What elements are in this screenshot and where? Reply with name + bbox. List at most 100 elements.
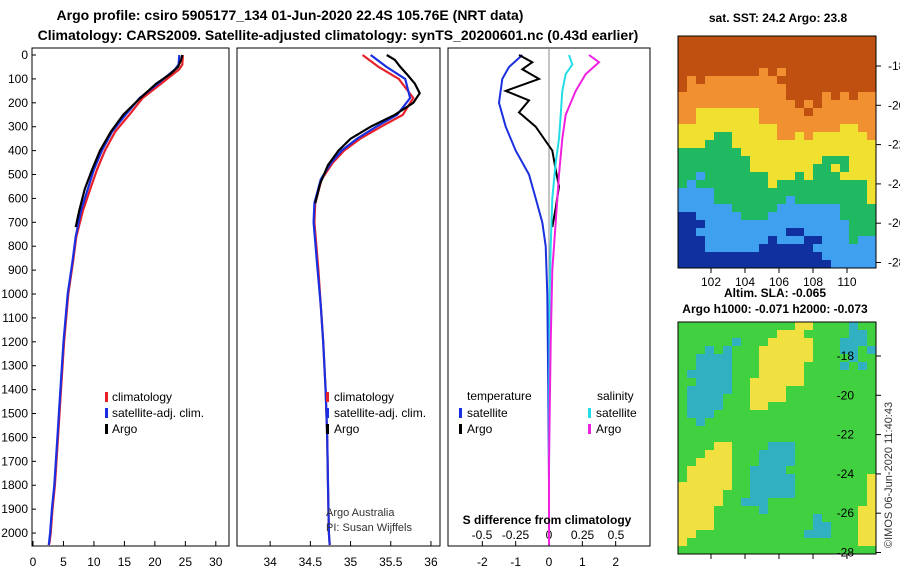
map-cell [831, 458, 841, 467]
map-cell [732, 402, 742, 411]
map-cell [831, 148, 841, 157]
map-cell [750, 474, 760, 483]
map-cell [741, 474, 751, 483]
map-cell [813, 546, 823, 555]
difference-legend: temperature satellite Argo salinity sate… [459, 389, 637, 527]
map-cell [750, 132, 760, 141]
map-cell [858, 92, 868, 101]
map-cell [723, 330, 733, 339]
map-cell [750, 362, 760, 371]
map-cell [804, 124, 814, 133]
map-cell [849, 354, 859, 363]
map-cell [786, 418, 796, 427]
map-cell [849, 530, 859, 539]
map-cell [723, 466, 733, 475]
map-cell [732, 410, 742, 419]
map-cell [777, 394, 787, 403]
map-cell [822, 148, 832, 157]
map-cell [840, 498, 850, 507]
map-cell [732, 490, 742, 499]
sst-map-frame [677, 35, 877, 269]
map-cell [696, 236, 706, 245]
map-cell [750, 322, 760, 331]
map-cell [813, 204, 823, 213]
map-cell [795, 530, 805, 539]
map-cell [723, 60, 733, 69]
map-cell [768, 506, 778, 515]
map-cell [768, 322, 778, 331]
map-cell [804, 76, 814, 85]
map-cell [768, 228, 778, 237]
map-cell [705, 124, 715, 133]
map-cell [678, 370, 688, 379]
map-cell [723, 410, 733, 419]
map-cell [759, 252, 769, 261]
map-cell [696, 252, 706, 261]
map-cell [813, 180, 823, 189]
map-cell [822, 394, 832, 403]
map-cell [750, 386, 760, 395]
map-cell [732, 116, 742, 125]
map-cell [858, 164, 868, 173]
map-cell [696, 354, 706, 363]
x-tick-label: 30 [209, 555, 223, 569]
map-cell [741, 378, 751, 387]
map-cell [732, 546, 742, 555]
map-cell [687, 474, 697, 483]
map-cell [696, 338, 706, 347]
map-cell [723, 148, 733, 157]
map-cell [849, 498, 859, 507]
map-cell [804, 490, 814, 499]
map-cell [678, 426, 688, 435]
y-tick-label: 1700 [1, 454, 28, 468]
map-cell [741, 196, 751, 205]
legend-swatch-temp-argo [459, 424, 462, 434]
map-cell [831, 346, 841, 355]
map-cell [705, 378, 715, 387]
map-cell [840, 434, 850, 443]
map-cell [858, 434, 868, 443]
map-cell [678, 204, 688, 213]
map-cell [687, 458, 697, 467]
map-cell [786, 402, 796, 411]
map-cell [768, 76, 778, 85]
map-cell [768, 450, 778, 459]
map-cell [813, 514, 823, 523]
map-cell [822, 546, 832, 555]
temperature-panel [31, 47, 230, 547]
map-cell [723, 362, 733, 371]
map-cell [840, 402, 850, 411]
map-cell [777, 44, 787, 53]
map-cell [768, 402, 778, 411]
map-cell [795, 482, 805, 491]
map-cell [795, 172, 805, 181]
map-cell [804, 212, 814, 221]
map-cell [831, 52, 841, 61]
map-cell [840, 76, 850, 85]
map-cell [741, 92, 751, 101]
map-cell [786, 466, 796, 475]
map-cell [813, 410, 823, 419]
map-cell [768, 180, 778, 189]
map-cell [786, 330, 796, 339]
map-cell [750, 100, 760, 109]
map-cell [723, 522, 733, 531]
map-cell [858, 228, 868, 237]
map-cell [840, 378, 850, 387]
map-cell [858, 458, 868, 467]
map-cell [867, 204, 877, 213]
map-cell [795, 236, 805, 245]
map-cell [705, 164, 715, 173]
map-cell [768, 418, 778, 427]
map-cell [714, 442, 724, 451]
map-cell [777, 474, 787, 483]
map-cell [723, 92, 733, 101]
map-cell [849, 204, 859, 213]
map-cell [732, 466, 742, 475]
map-cell [714, 546, 724, 555]
map-cell [813, 466, 823, 475]
y-tick-label: 600 [8, 191, 28, 205]
map-cell [777, 522, 787, 531]
map-cell [696, 92, 706, 101]
map-cell [867, 212, 877, 221]
